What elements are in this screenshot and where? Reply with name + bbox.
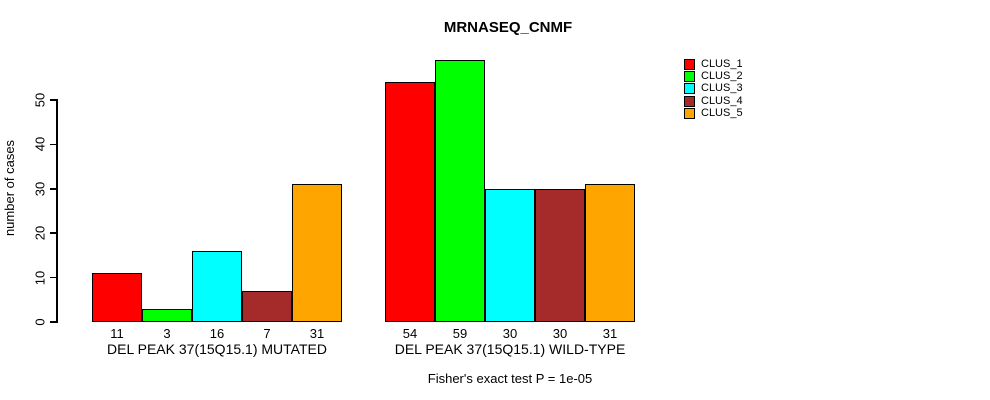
bar-value-label: 31 xyxy=(309,326,325,341)
y-tick xyxy=(50,232,56,234)
bar-clus_3-group2 xyxy=(485,188,535,322)
legend-swatch-clus_5 xyxy=(684,108,695,120)
fisher-test-caption: Fisher's exact test P = 1e-05 xyxy=(427,371,593,386)
y-tick-label: 40 xyxy=(32,137,48,152)
bar-clus_1-group1 xyxy=(92,273,142,322)
y-tick-label: 20 xyxy=(32,225,48,241)
bar-clus_4-group2 xyxy=(535,188,585,322)
group-label: DEL PEAK 37(15Q15.1) WILD-TYPE xyxy=(394,341,626,357)
y-axis-title-text: number of cases xyxy=(1,139,17,237)
bar-clus_2-group1 xyxy=(142,308,192,322)
legend-swatch-clus_4 xyxy=(684,95,695,107)
bar-value-label: 54 xyxy=(402,326,418,341)
legend-label: CLUS_5 xyxy=(701,107,743,120)
legend-item: CLUS_5 xyxy=(684,108,743,120)
group-label: DEL PEAK 37(15Q15.1) MUTATED xyxy=(107,341,327,357)
legend-swatch-clus_2 xyxy=(684,71,695,83)
y-tick xyxy=(50,321,56,323)
bar-clus_3-group1 xyxy=(192,250,242,322)
legend-label: CLUS_1 xyxy=(701,57,743,70)
bar-value-label: 16 xyxy=(209,326,225,341)
legend-label: CLUS_3 xyxy=(701,82,743,95)
y-tick xyxy=(50,276,56,279)
bar-value-label: 31 xyxy=(602,326,618,341)
bar-clus_5-group1 xyxy=(292,184,342,322)
y-tick-label: 0 xyxy=(32,318,48,326)
chart-title: MRNASEQ_CNMF xyxy=(443,19,573,36)
bar-clus_4-group1 xyxy=(242,290,292,322)
bar-value-label: 11 xyxy=(110,326,124,341)
bar-value-label: 30 xyxy=(552,326,568,341)
legend-label: CLUS_4 xyxy=(701,94,743,107)
legend-item: CLUS_3 xyxy=(684,83,743,95)
legend-swatch-clus_1 xyxy=(684,58,695,70)
y-tick-label: 10 xyxy=(32,270,48,285)
legend-item: CLUS_4 xyxy=(684,95,743,107)
y-tick xyxy=(50,188,56,190)
bar-clus_5-group2 xyxy=(585,184,635,322)
legend-label: CLUS_2 xyxy=(701,70,743,83)
bar-value-label: 3 xyxy=(163,326,171,341)
legend-item: CLUS_2 xyxy=(684,70,743,83)
bar-value-label: 7 xyxy=(263,326,271,341)
y-tick xyxy=(50,143,56,146)
bar-clus_2-group2 xyxy=(435,60,485,322)
legend-swatch-clus_3 xyxy=(684,83,695,95)
y-tick-label: 50 xyxy=(32,92,48,108)
legend: CLUS_1 CLUS_2 CLUS_3 CLUS_4 CLUS_5 xyxy=(684,58,743,120)
bar-clus_1-group2 xyxy=(385,82,435,322)
bar-value-label: 59 xyxy=(452,326,468,341)
bar-value-label: 30 xyxy=(502,326,518,341)
legend-item: CLUS_1 xyxy=(684,58,743,70)
y-tick-label: 30 xyxy=(32,181,48,197)
y-tick xyxy=(50,99,56,101)
y-axis-line xyxy=(56,99,58,323)
